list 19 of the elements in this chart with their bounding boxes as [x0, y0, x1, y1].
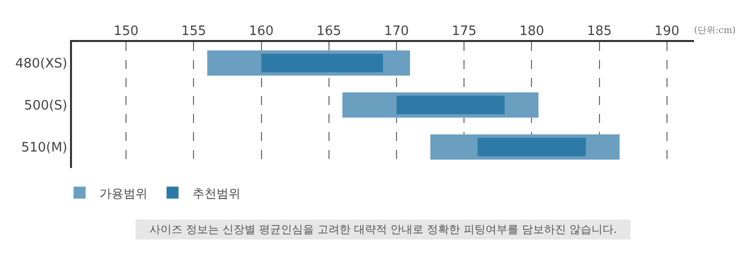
bar [261, 54, 383, 72]
x-tick-label: 170 [384, 24, 409, 39]
x-tick-label: 165 [316, 24, 342, 39]
text: (단위:cm) [694, 26, 736, 36]
y-tick-label: 480(XS) [15, 56, 68, 72]
x-tick-label: 150 [114, 24, 139, 39]
bar [396, 96, 505, 114]
bar [478, 138, 586, 156]
y-tick-label: 500(S) [24, 98, 68, 114]
y-tick-label: 510(M) [21, 140, 68, 156]
legend-label: 가용범위 [100, 186, 148, 200]
x-tick-label: 160 [248, 24, 274, 39]
x-tick-label: 175 [452, 24, 477, 39]
x-tick-label: 180 [519, 24, 544, 39]
x-tick-label: 190 [654, 24, 680, 39]
legend-label: 추천범위 [192, 186, 241, 200]
x-tick-label: 155 [181, 24, 206, 39]
text: 사이즈 정보는 신장별 평균인심을 고려한 대략적 안내로 정확한 피팅여부를 담보하진 않습니다. [139, 223, 628, 236]
x-tick-label: 185 [586, 24, 612, 39]
